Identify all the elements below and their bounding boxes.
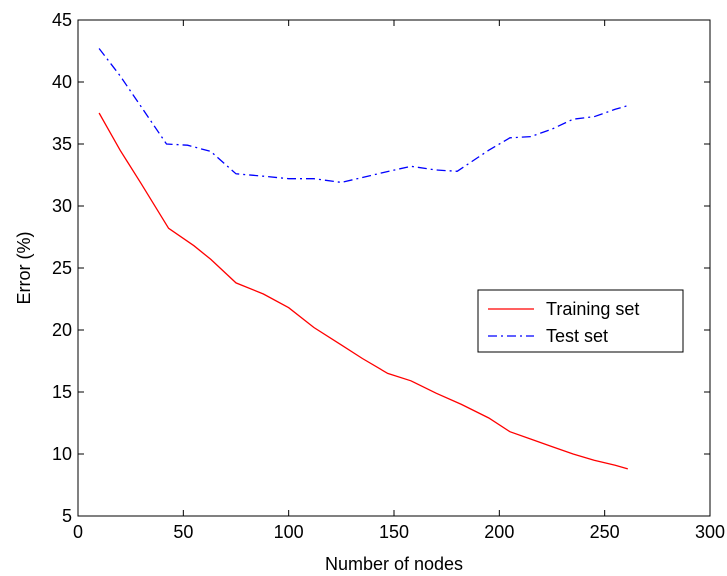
y-tick-label: 35 — [52, 134, 72, 154]
y-tick-label: 5 — [62, 506, 72, 526]
series-line-training-set — [98, 112, 628, 470]
x-tick-label: 250 — [590, 522, 620, 542]
x-tick-label: 100 — [274, 522, 304, 542]
x-tick-label: 150 — [379, 522, 409, 542]
y-axis-label: Error (%) — [14, 232, 34, 305]
y-tick-label: 15 — [52, 382, 72, 402]
series-line-test-set — [98, 48, 628, 184]
y-tick-label: 25 — [52, 258, 72, 278]
legend-label-test-set: Test set — [546, 326, 608, 346]
axis-ticks — [77, 19, 711, 517]
series-layer — [98, 48, 628, 470]
y-tick-label: 40 — [52, 72, 72, 92]
x-tick-label: 300 — [695, 522, 725, 542]
tick-labels: 0 50 100 150 200 250 300 5 10 15 20 25 30 35 40 45 — [52, 10, 725, 542]
legend-label-training-set: Training set — [546, 299, 639, 319]
y-tick-label: 10 — [52, 444, 72, 464]
x-axis-label: Number of nodes — [325, 554, 463, 574]
legend: Training set Test set — [477, 289, 684, 353]
x-tick-label: 200 — [484, 522, 514, 542]
y-tick-label: 30 — [52, 196, 72, 216]
plot-area — [77, 19, 711, 517]
x-tick-label: 50 — [173, 522, 193, 542]
y-tick-label: 20 — [52, 320, 72, 340]
x-tick-label: 0 — [73, 522, 83, 542]
legend-box — [477, 289, 684, 353]
y-tick-label: 45 — [52, 10, 72, 30]
